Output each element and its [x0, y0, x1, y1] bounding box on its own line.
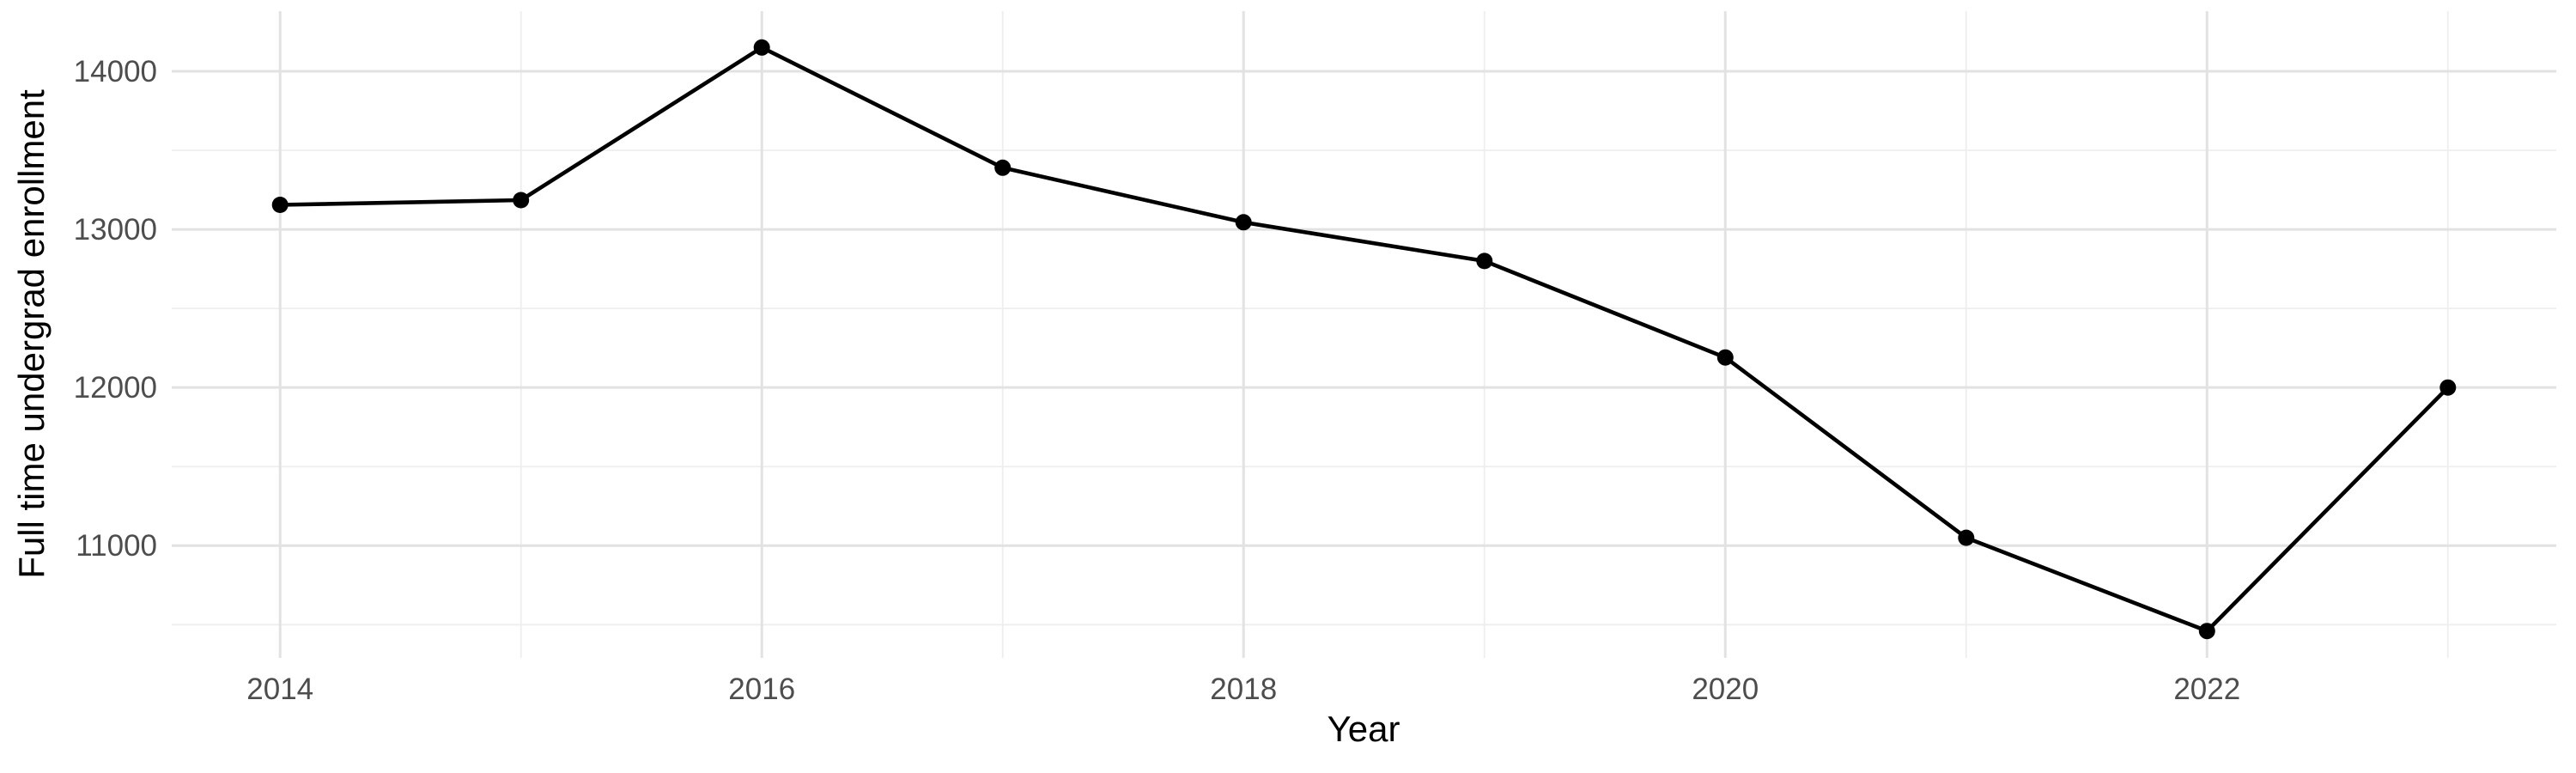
minor-gridlines: [172, 11, 2556, 658]
x-tick-label: 2022: [2173, 673, 2240, 706]
x-tick-label: 2016: [728, 673, 795, 706]
x-tick-label: 2018: [1210, 673, 1277, 706]
data-point-2022: [2198, 623, 2215, 640]
data-point-2018: [1235, 214, 1252, 231]
y-axis-title: Full time undergrad enrollment: [11, 89, 52, 579]
y-tick-label: 14000: [74, 55, 157, 88]
data-point-2023: [2439, 379, 2457, 396]
x-tick-labels: 2014 2016 2018 2020 2022: [246, 673, 2240, 706]
enrollment-line: [277, 45, 2451, 634]
y-tick-labels: 11000 12000 13000 14000: [74, 55, 157, 563]
major-gridlines: [172, 11, 2556, 658]
y-tick-label: 13000: [74, 213, 157, 247]
data-point-2015: [513, 192, 530, 209]
y-tick-label: 11000: [76, 529, 157, 563]
data-point-2017: [994, 159, 1012, 176]
data-point-2014: [271, 197, 289, 213]
data-point-2021: [1958, 529, 1975, 546]
x-tick-label: 2020: [1692, 673, 1759, 706]
data-point-2019: [1476, 253, 1493, 270]
data-points: [271, 39, 2457, 640]
data-point-2020: [1716, 349, 1734, 366]
x-axis-title: Year: [1327, 709, 1400, 749]
y-tick-label: 12000: [74, 371, 157, 405]
data-point-2016: [753, 39, 770, 56]
x-tick-label: 2014: [246, 673, 313, 706]
